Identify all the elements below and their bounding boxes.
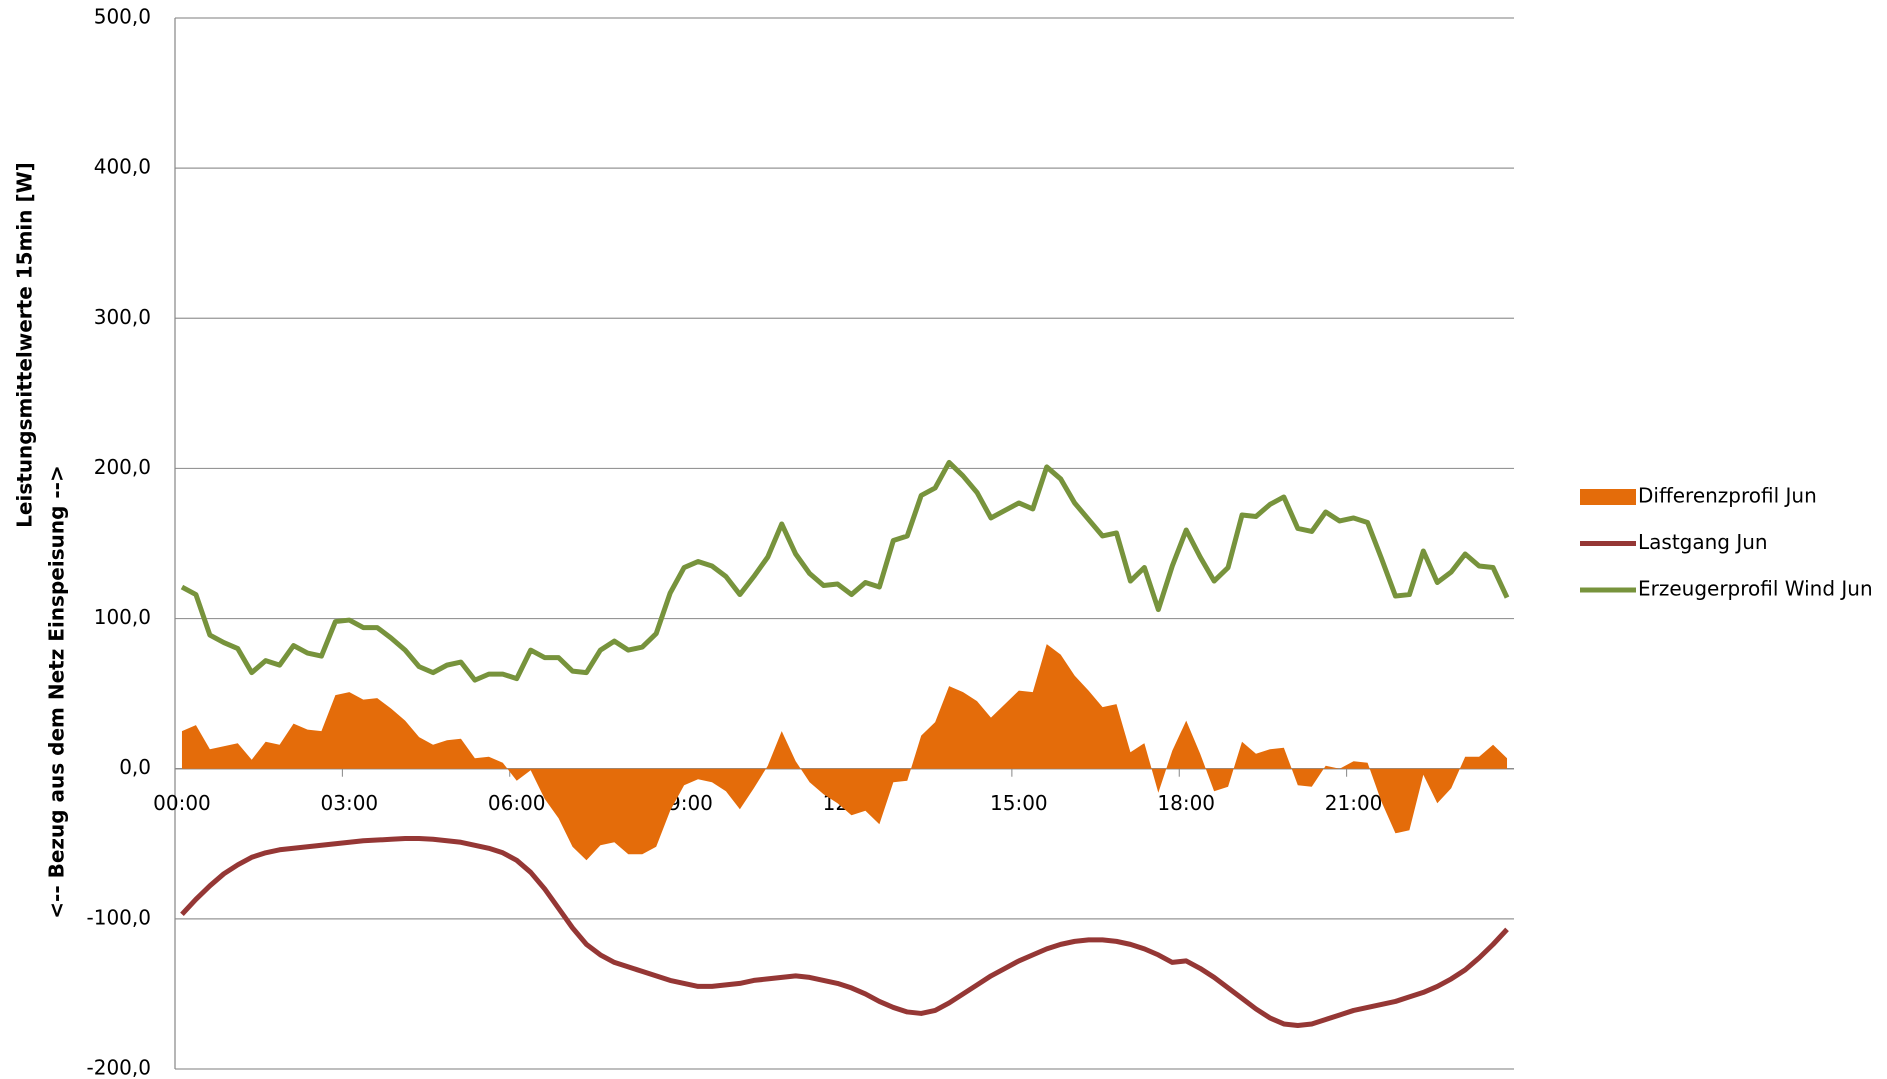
x-tick-label: 15:00 (990, 791, 1048, 815)
legend-label: Differenzprofil Jun (1638, 484, 1817, 508)
x-tick-label: 18:00 (1157, 791, 1215, 815)
line (180, 459, 1510, 683)
y-tick-label: 400,0 (94, 155, 151, 179)
y-tick-label: -200,0 (87, 1056, 151, 1079)
y-tick-label: 200,0 (94, 455, 151, 479)
area (181, 644, 1508, 861)
legend-swatch (1580, 489, 1636, 505)
y-tick-label: 0,0 (119, 755, 151, 779)
line (180, 836, 1509, 1028)
y-axis-label: <-- Bezug aus dem Netz Einspeisung --> (45, 465, 69, 918)
y-tick-label: 100,0 (94, 605, 151, 629)
x-tick-label: 21:00 (1325, 791, 1383, 815)
y-tick-label: 500,0 (94, 5, 151, 29)
y-tick-label: -100,0 (87, 905, 151, 929)
x-tick-label: 03:00 (321, 791, 379, 815)
x-tick-label: 00:00 (153, 791, 211, 815)
legend-label: Erzeugerprofil Wind Jun (1638, 577, 1873, 601)
x-tick-label: 06:00 (488, 791, 546, 815)
legend-label: Lastgang Jun (1638, 530, 1768, 554)
y-axis-label: Leistungsmittelwerte 15min [W] (13, 162, 37, 528)
y-tick-label: 300,0 (94, 305, 151, 329)
